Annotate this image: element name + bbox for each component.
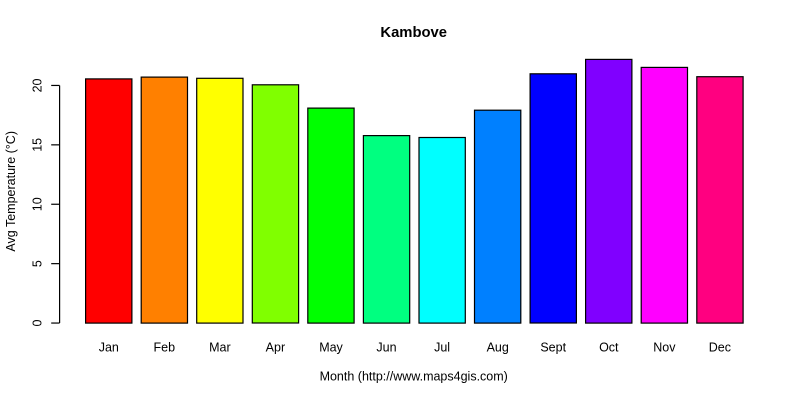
svg-text:5: 5 (30, 260, 44, 267)
svg-text:Sept: Sept (540, 341, 566, 355)
svg-text:Apr: Apr (266, 341, 285, 355)
svg-text:Oct: Oct (599, 341, 619, 355)
svg-text:Kambove: Kambove (380, 25, 447, 41)
svg-text:Jan: Jan (99, 341, 119, 355)
svg-text:Month (http://www.maps4gis.com: Month (http://www.maps4gis.com) (320, 369, 508, 383)
svg-text:Aug: Aug (487, 341, 509, 355)
svg-text:20: 20 (30, 78, 44, 92)
svg-text:Mar: Mar (209, 341, 231, 355)
svg-text:Avg Temperature (°C): Avg Temperature (°C) (4, 131, 18, 252)
svg-text:Jun: Jun (376, 341, 396, 355)
svg-text:15: 15 (30, 138, 44, 152)
svg-text:0: 0 (30, 320, 44, 327)
svg-text:Dec: Dec (709, 341, 731, 355)
svg-text:May: May (319, 341, 343, 355)
svg-text:Jul: Jul (434, 341, 450, 355)
svg-text:Feb: Feb (154, 341, 176, 355)
svg-text:Nov: Nov (653, 341, 676, 355)
svg-text:10: 10 (30, 197, 44, 211)
